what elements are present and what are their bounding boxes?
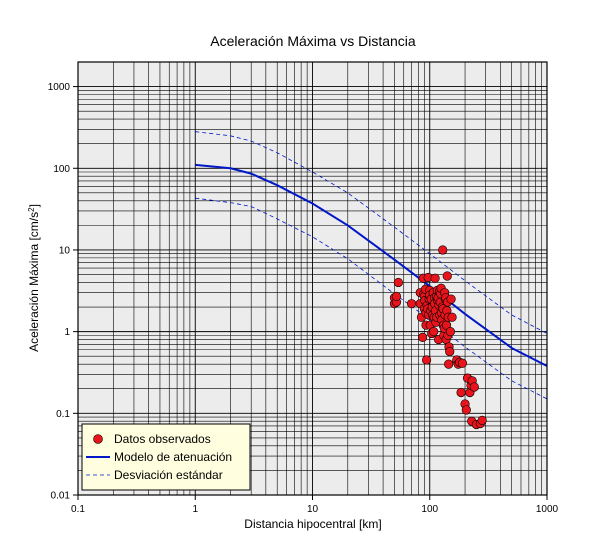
y-tick-label: 10 <box>59 245 71 256</box>
x-tick-label: 100 <box>421 504 438 515</box>
y-tick-label: 100 <box>53 164 70 175</box>
observed-points <box>389 245 487 430</box>
observed-point <box>447 312 457 322</box>
x-axis-label: Distancia hipocentral [km] <box>244 517 381 531</box>
y-axis-label: Aceleración Máxima [cm/s2] <box>27 204 41 352</box>
observed-point <box>445 327 455 337</box>
std-dev-upper-line <box>195 131 548 334</box>
legend-label-model: Modelo de atenuación <box>114 450 232 464</box>
y-tick-label: 1 <box>64 327 70 338</box>
observed-point <box>445 346 455 357</box>
observed-point <box>442 271 452 281</box>
observed-point <box>393 277 403 288</box>
attenuation-model-line <box>195 163 548 367</box>
std-dev-lower-line <box>195 197 548 400</box>
y-axis-label-superscript: 2 <box>27 207 36 212</box>
observed-point <box>444 359 454 369</box>
legend-dot-symbol <box>93 434 103 444</box>
observed-point <box>477 415 487 425</box>
observed-point <box>406 299 417 309</box>
observed-point <box>418 332 428 343</box>
legend: Datos observados Modelo de atenuación De… <box>81 423 251 491</box>
y-axis-label-main: Aceleración Máxima [cm/s <box>27 212 41 352</box>
y-tick-label: 0.1 <box>56 409 70 420</box>
y-tick-label: 0.01 <box>51 491 71 502</box>
y-axis-label-end: ] <box>27 204 41 207</box>
legend-label-deviation: Desviación estándar <box>114 468 223 482</box>
legend-label-observed: Datos observados <box>114 432 211 446</box>
observed-point <box>421 355 432 365</box>
observed-point <box>457 358 468 368</box>
observed-point <box>461 405 471 415</box>
x-tick-label: 10 <box>307 504 319 515</box>
observed-point <box>456 387 466 398</box>
model-curves <box>195 131 548 400</box>
y-tick-label: 1000 <box>48 82 71 93</box>
x-tick-label: 1000 <box>536 504 559 515</box>
observed-point <box>438 245 448 255</box>
observed-point <box>446 294 456 304</box>
x-tick-label: 0.1 <box>71 504 85 515</box>
observed-point <box>469 382 479 392</box>
x-tick-label: 1 <box>192 504 198 515</box>
chart-title: Aceleración Máxima vs Distancia <box>210 33 416 49</box>
observed-point <box>430 273 440 283</box>
observed-point <box>391 291 402 302</box>
grid-lines <box>77 61 547 496</box>
observed-point <box>429 327 439 337</box>
